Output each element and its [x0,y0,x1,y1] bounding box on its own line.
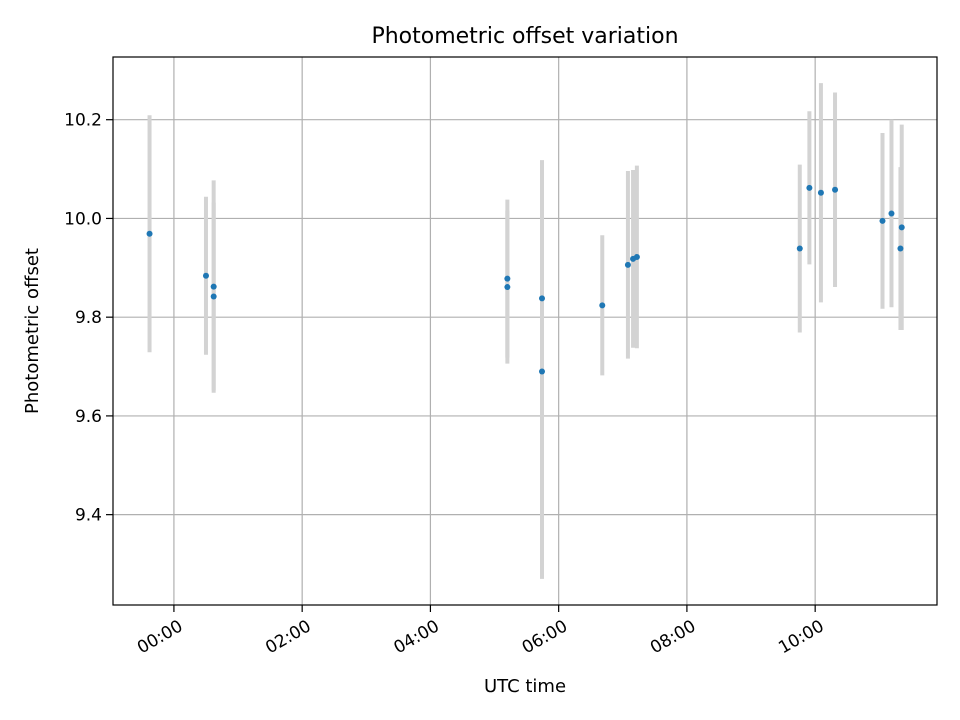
y-tick-label: 10.0 [64,209,102,229]
y-tick-label: 9.4 [75,506,102,526]
data-point [832,186,839,193]
y-axis-label: Photometric offset [22,248,43,414]
data-point [817,189,824,196]
data-point [538,368,545,375]
data-point [898,224,905,231]
y-tick-label: 9.8 [75,308,102,328]
data-point [504,275,511,282]
data-point [879,217,886,224]
data-point [624,261,631,268]
data-point [888,210,895,217]
data-point [633,253,640,260]
plot-frame [112,56,938,606]
y-tick-label: 10.2 [64,111,102,131]
data-point [210,283,217,290]
data-point [504,284,511,291]
data-points [146,184,905,375]
data-point [210,293,217,300]
x-axis-label: UTC time [484,676,566,697]
data-point [538,295,545,302]
y-tick-label: 9.6 [75,407,102,427]
data-point [897,245,904,252]
data-point [806,184,813,191]
data-point [599,302,606,309]
data-point [146,230,153,237]
data-point [796,245,803,252]
y-axis-ticks: 9.4 9.6 9.8 10.0 10.2 [64,111,113,526]
data-point [202,272,209,279]
chart-title: Photometric offset variation [371,24,678,49]
